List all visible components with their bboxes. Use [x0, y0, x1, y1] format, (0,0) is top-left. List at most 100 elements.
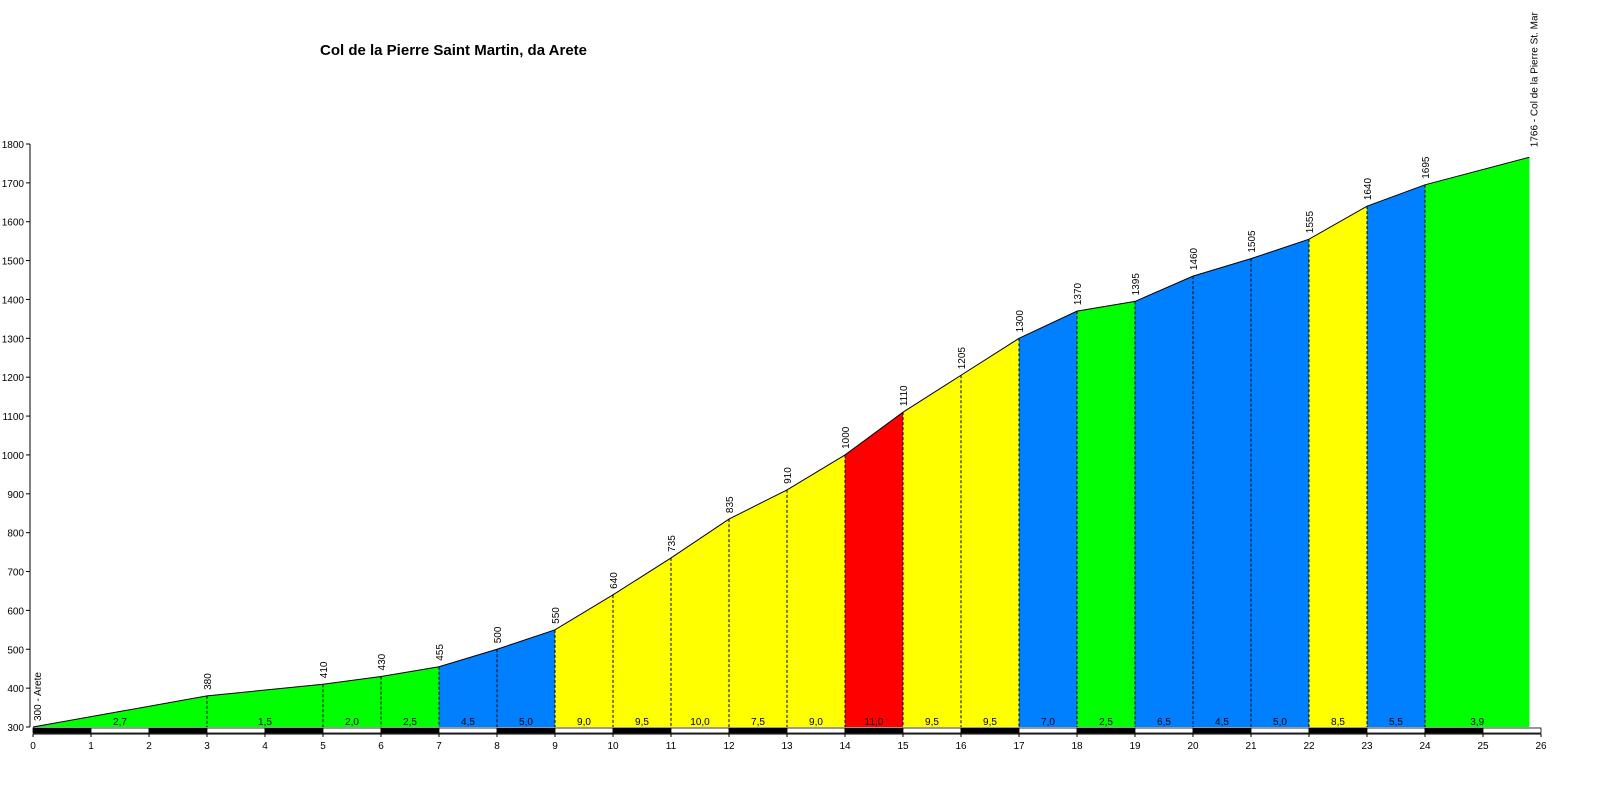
km-block-17 [1018, 727, 1078, 734]
km-strip [32, 727, 1542, 734]
altitude-label-3: 430 [377, 653, 388, 670]
gradient-label-14: 7,0 [1041, 717, 1055, 728]
km-block-24 [1424, 727, 1484, 734]
x-tick-label-9: 9 [552, 741, 558, 752]
segment-fill-4 [439, 649, 497, 727]
x-tick-label-11: 11 [666, 741, 677, 752]
y-tick-label-15: 1800 [2, 140, 25, 151]
altitude-label-13: 1205 [957, 347, 968, 370]
segment-fill-7 [613, 557, 671, 727]
y-tick-label-14: 1700 [2, 179, 25, 190]
km-block-8 [496, 727, 556, 734]
gradient-label-20: 5,5 [1389, 717, 1403, 728]
x-tick-label-23: 23 [1361, 741, 1373, 752]
km-block-4 [264, 727, 324, 734]
gradient-label-0: 2,7 [113, 717, 127, 728]
altitude-label-5: 500 [493, 626, 504, 643]
y-tick-label-5: 800 [7, 529, 24, 540]
altitude-label-1: 380 [203, 673, 214, 690]
y-tick-label-3: 600 [7, 606, 24, 617]
x-tick-label-4: 4 [262, 741, 268, 752]
km-block-5 [322, 727, 382, 734]
x-tick-label-22: 22 [1303, 741, 1315, 752]
segment-fill-13 [961, 338, 1019, 727]
y-tick-label-7: 1000 [2, 451, 25, 462]
gradient-label-1: 1,5 [258, 717, 272, 728]
segment-fill-16 [1135, 276, 1193, 727]
km-block-13 [786, 727, 846, 734]
gradient-label-3: 2,5 [403, 717, 417, 728]
gradient-label-21: 3,9 [1470, 717, 1484, 728]
x-tick-label-12: 12 [723, 741, 735, 752]
profile-line [32, 156, 1530, 728]
km-block-19 [1134, 727, 1194, 734]
km-block-1 [90, 727, 150, 734]
x-tick-label-21: 21 [1245, 741, 1257, 752]
chart-title: Col de la Pierre Saint Martin, da Arete [320, 42, 587, 59]
gradient-label-12: 9,5 [925, 717, 939, 728]
y-tick-label-6: 900 [7, 490, 24, 501]
km-block-20 [1192, 727, 1252, 734]
x-tick-label-14: 14 [839, 741, 851, 752]
x-tick-label-18: 18 [1071, 741, 1083, 752]
x-tick-label-1: 1 [88, 741, 94, 752]
altitude-label-19: 1555 [1305, 211, 1316, 234]
km-block-6 [380, 727, 440, 734]
x-tick-label-19: 19 [1129, 741, 1141, 752]
profile-outline [32, 156, 1530, 728]
km-block-11 [670, 727, 730, 734]
altitude-label-15: 1370 [1073, 282, 1084, 305]
gradient-label-8: 10,0 [690, 717, 710, 728]
gradient-label-16: 6,5 [1157, 717, 1171, 728]
gradient-label-10: 9,0 [809, 717, 823, 728]
x-tick-label-24: 24 [1419, 741, 1431, 752]
x-tick-label-6: 6 [378, 741, 384, 752]
segment-fill-9 [729, 489, 787, 727]
altitude-label-10: 910 [783, 467, 794, 484]
x-tick-label-3: 3 [204, 741, 210, 752]
y-tick-label-9: 1200 [2, 373, 25, 384]
altitude-label-14: 1300 [1015, 310, 1026, 333]
km-block-14 [844, 727, 904, 734]
segment-fill-20 [1367, 184, 1425, 727]
segment-fill-14 [1019, 311, 1077, 727]
altitude-label-20: 1640 [1363, 178, 1374, 201]
altitude-label-9: 835 [725, 496, 736, 513]
altitude-label-2: 410 [319, 661, 330, 678]
y-tick-label-2: 500 [7, 645, 24, 656]
segment-fill-3 [381, 666, 439, 727]
y-tick-label-10: 1300 [2, 334, 25, 345]
altitude-label-4: 455 [435, 644, 446, 661]
y-tick-label-11: 1400 [2, 295, 25, 306]
segment-fill-6 [555, 594, 613, 727]
gradient-label-7: 9,5 [635, 717, 649, 728]
x-tick-label-2: 2 [146, 741, 152, 752]
gradient-label-15: 2,5 [1099, 717, 1113, 728]
x-tick-label-15: 15 [897, 741, 909, 752]
km-block-3 [206, 727, 266, 734]
km-block-18 [1076, 727, 1136, 734]
segment-fill-8 [671, 519, 729, 727]
altitude-label-16: 1395 [1131, 273, 1142, 296]
km-block-16 [960, 727, 1020, 734]
segment-fill-19 [1309, 206, 1367, 728]
segment-fill-17 [1193, 258, 1251, 727]
gradient-label-19: 8,5 [1331, 717, 1345, 728]
segment-fill-10 [787, 454, 845, 727]
altitude-label-6: 550 [551, 607, 562, 624]
x-tick-label-17: 17 [1013, 741, 1025, 752]
axes: 3004005006007008009001000110012001300140… [2, 140, 1547, 752]
segment-fill-18 [1251, 239, 1309, 727]
km-block-12 [728, 727, 788, 734]
altitude-label-17: 1460 [1189, 247, 1200, 270]
x-tick-label-25: 25 [1477, 741, 1489, 752]
y-tick-label-12: 1500 [2, 257, 25, 268]
km-block-23 [1366, 727, 1426, 734]
altitude-label-7: 640 [609, 572, 620, 589]
x-tick-label-10: 10 [607, 741, 619, 752]
gradient-label-18: 5,0 [1273, 717, 1287, 728]
altitude-label-18: 1505 [1247, 230, 1258, 253]
gradient-label-9: 7,5 [751, 717, 765, 728]
altitude-label-11: 1000 [841, 426, 852, 449]
